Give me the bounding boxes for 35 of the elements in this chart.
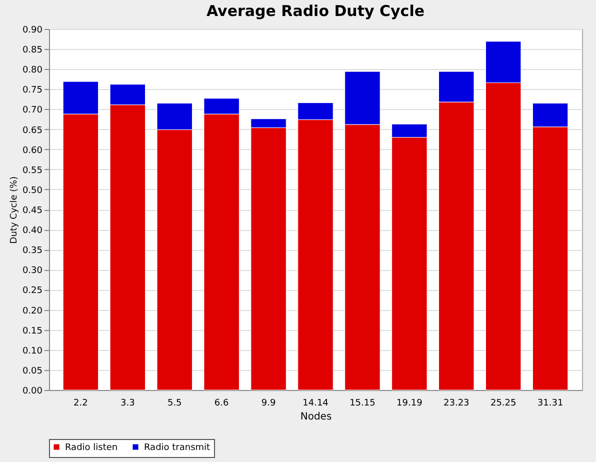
x-tick-label: 5.5 [167,398,182,408]
y-tick-label: 0.40 [22,226,43,236]
y-tick-label: 0.10 [22,346,43,356]
y-tick-label: 0.20 [22,306,43,316]
y-tick-label: 0.60 [22,146,43,156]
y-axis-title: Duty Cycle (%) [9,176,20,244]
x-tick-label: 15.15 [350,398,376,408]
y-tick-label: 0.25 [22,286,42,296]
y-tick-label: 0.30 [22,266,43,276]
y-tick-label: 0.85 [22,46,42,56]
x-tick-label: 6.6 [214,398,229,408]
x-axis-title: Nodes [300,412,332,422]
x-tick-label: 31.31 [537,398,564,408]
y-tick-label: 0.45 [22,206,42,216]
x-tick-label: 3.3 [120,398,135,408]
legend-label: Radio listen [65,442,118,453]
y-tick-label: 0.15 [22,326,42,336]
x-tick-label: 23.23 [444,398,470,408]
y-tick-label: 0.35 [22,246,42,256]
y-tick-label: 0.90 [22,26,43,36]
x-tick-label: 25.25 [490,398,516,408]
y-tick-label: 0.05 [22,366,42,376]
y-tick-label: 0.55 [22,166,42,176]
y-tick-label: 0.00 [22,386,43,396]
x-tick-label: 14.14 [302,398,329,408]
legend-label: Radio transmit [144,442,211,453]
x-tick-label: 2.2 [74,398,88,408]
y-tick-label: 0.80 [22,66,43,76]
x-tick-label: 19.19 [396,398,423,408]
y-tick-label: 0.70 [22,106,43,116]
y-tick-label: 0.65 [22,126,42,136]
y-tick-label: 0.75 [22,86,42,96]
chart-title: Average Radio Duty Cycle [206,2,425,20]
y-tick-label: 0.50 [22,186,43,196]
x-tick-label: 9.9 [261,398,276,408]
